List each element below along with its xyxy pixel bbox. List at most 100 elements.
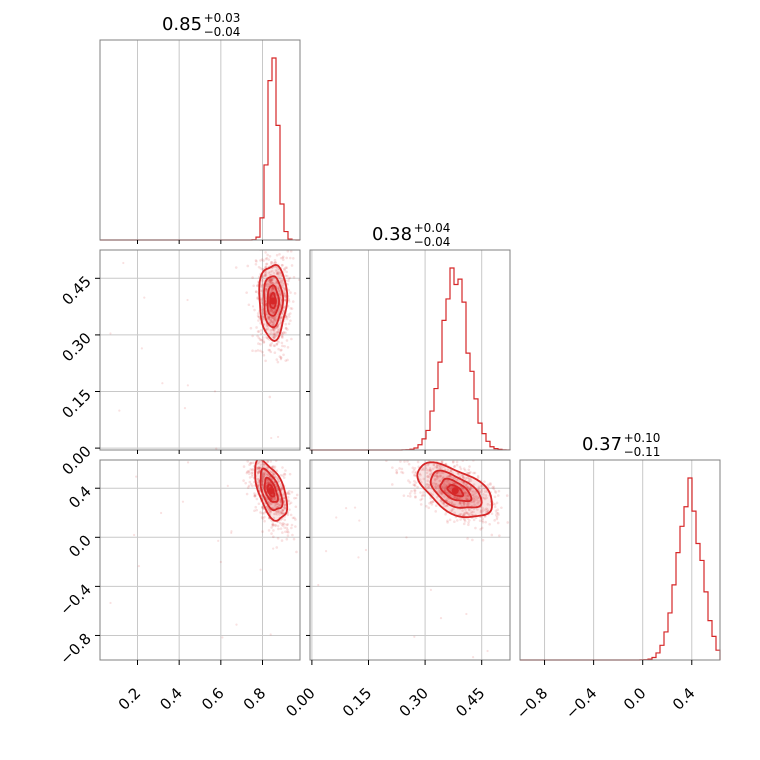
sample-point (262, 472, 266, 476)
sample-point (472, 490, 475, 493)
sample-point (279, 303, 283, 307)
sample-point (269, 511, 272, 514)
sample-point (280, 487, 283, 491)
sample-point (290, 490, 294, 494)
sample-point (230, 530, 233, 533)
sample-point (261, 274, 265, 278)
sample-point (273, 333, 277, 336)
sample-point (406, 429, 409, 432)
sample-point (262, 475, 265, 478)
sample-point (492, 487, 496, 491)
sample-point (425, 504, 428, 508)
sample-point (461, 509, 464, 512)
sample-point (259, 511, 262, 514)
sample-point (457, 497, 461, 500)
contour-line (266, 284, 281, 317)
sample-point (279, 473, 283, 477)
sample-point (513, 522, 516, 525)
sample-point (278, 509, 281, 513)
sample-point (285, 256, 289, 260)
sample-point (261, 482, 264, 486)
sample-point (269, 350, 273, 354)
sample-point (522, 543, 525, 546)
sample-point (413, 483, 416, 487)
x-tick-label-2-3: 0.4 (669, 684, 699, 714)
sample-point (274, 318, 277, 321)
sample-point (288, 492, 291, 496)
sample-point (466, 485, 470, 489)
sample-point (267, 271, 271, 275)
sample-point (270, 532, 273, 535)
sample-point (267, 455, 270, 458)
sample-point (264, 266, 267, 269)
sample-point (426, 483, 429, 486)
sample-point (277, 287, 281, 290)
x-tick-label-2-1: −0.4 (562, 684, 600, 722)
sample-point (467, 472, 471, 476)
sample-point (469, 487, 473, 491)
panel-grid (100, 250, 300, 450)
sample-point (270, 269, 274, 273)
sample-point (245, 470, 249, 474)
sample-point (272, 497, 276, 501)
sample-point (471, 656, 475, 659)
panel-title-plus-2: +0.10 (624, 431, 661, 445)
sample-point (481, 519, 484, 523)
sample-point (446, 468, 450, 471)
sample-point (484, 520, 488, 524)
sample-point (413, 484, 417, 487)
sample-point (284, 326, 288, 330)
sample-point (434, 484, 437, 488)
sample-point (441, 493, 444, 496)
sample-point (253, 492, 256, 495)
sample-point (294, 505, 298, 509)
sample-point (274, 261, 277, 264)
sample-point (291, 300, 295, 303)
sample-point (468, 488, 472, 492)
sample-point (257, 469, 261, 473)
sample-point (464, 511, 467, 514)
sample-point (251, 484, 254, 488)
sample-point (481, 509, 485, 513)
sample-point (442, 471, 445, 475)
panel-title-minus-2: −0.11 (624, 445, 661, 459)
sample-point (258, 454, 261, 457)
sample-point (324, 550, 328, 553)
sample-point (256, 470, 260, 474)
sample-point (255, 467, 259, 470)
sample-point (489, 482, 492, 485)
sample-point (462, 502, 466, 505)
sample-point (269, 460, 273, 463)
sample-point (288, 276, 292, 280)
sample-point (271, 286, 275, 289)
scatter-1-2 (317, 429, 525, 659)
sample-point (254, 349, 257, 353)
sample-point (422, 468, 425, 472)
sample-point (295, 550, 298, 554)
sample-point (279, 293, 282, 297)
sample-point (256, 334, 259, 338)
sample-point (468, 487, 471, 491)
sample-point (476, 508, 479, 511)
sample-point (259, 463, 263, 467)
sample-point (269, 319, 272, 322)
sample-point (256, 314, 260, 318)
sample-point (292, 257, 295, 260)
sample-point (281, 508, 285, 511)
sample-point (480, 511, 484, 515)
contour-line (263, 275, 284, 329)
sample-point (268, 321, 272, 325)
sample-point (273, 334, 277, 338)
sample-point (276, 524, 280, 528)
sample-point (259, 259, 262, 262)
sample-point (252, 455, 255, 458)
sample-point (467, 521, 470, 524)
sample-point (451, 460, 455, 463)
panel-frame-0-0 (99, 39, 301, 241)
panel-grid (137, 40, 263, 240)
sample-point (282, 306, 286, 309)
sample-point (444, 462, 448, 466)
sample-point (482, 496, 486, 500)
sample-point (276, 314, 280, 317)
sample-point (270, 502, 273, 505)
